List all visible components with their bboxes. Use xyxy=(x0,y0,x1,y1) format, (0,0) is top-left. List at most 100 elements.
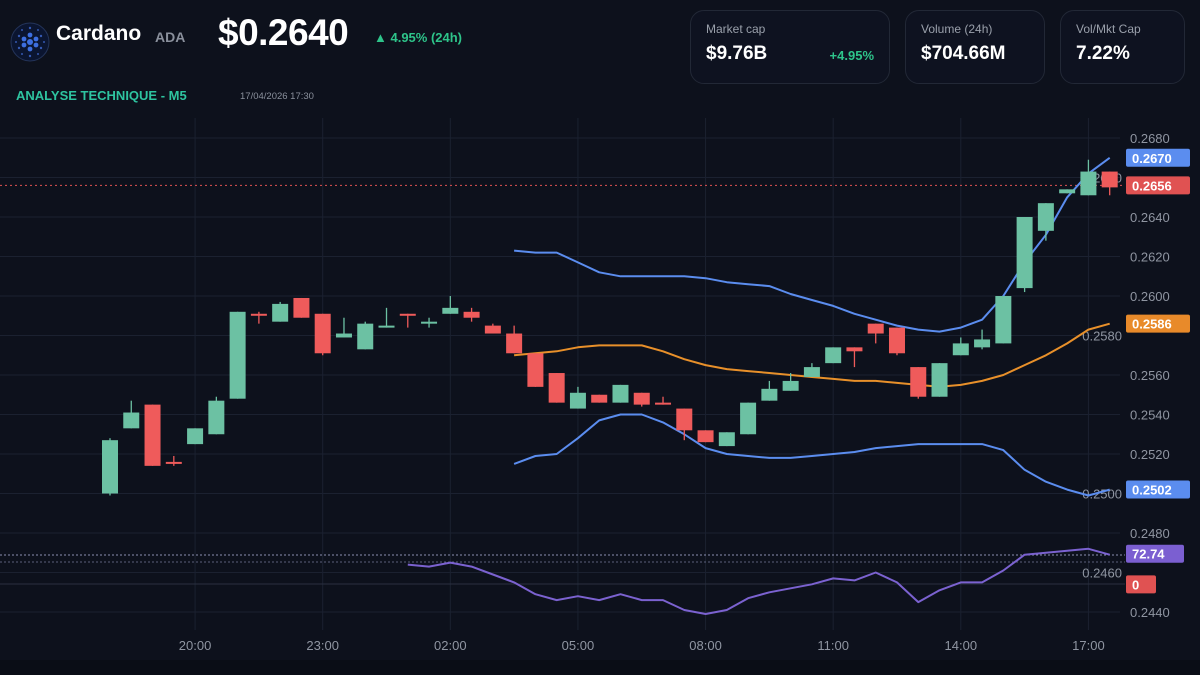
bollinger-upper-line xyxy=(514,156,1111,333)
price-tick-label: 0.2500 xyxy=(1082,487,1122,502)
price-tick-label: 0.2480 xyxy=(1130,526,1170,541)
candle-body xyxy=(357,323,374,350)
candle xyxy=(740,402,757,435)
price-tag-label: 0.2670 xyxy=(1132,151,1172,166)
candle-body xyxy=(187,428,204,445)
candle xyxy=(1101,171,1118,196)
candle-body xyxy=(740,402,757,435)
market-cap-card: Market cap $9.76B +4.95% xyxy=(690,10,890,84)
candle-body xyxy=(272,303,289,322)
candle xyxy=(548,373,565,403)
price-tick-label: 0.2460 xyxy=(1082,566,1122,581)
oscillator-line xyxy=(407,547,1110,615)
candle-body xyxy=(548,373,565,403)
analysis-title: ANALYSE TECHNIQUE - M5 xyxy=(16,88,187,103)
candle-body xyxy=(1080,171,1097,196)
candle-body xyxy=(208,400,225,435)
candle-body xyxy=(867,323,884,334)
candle xyxy=(123,400,140,429)
candle-body xyxy=(931,363,948,397)
vol-mkt-cap-value: 7.22% xyxy=(1076,43,1130,64)
price-change-24h: ▲ 4.95% (24h) xyxy=(374,30,463,45)
candle xyxy=(527,353,544,387)
candle-body xyxy=(123,412,140,429)
price-tick-label: 0.2680 xyxy=(1130,131,1170,146)
time-axis: 20:00 23:00 02:00 05:00 08:00 11:00 14:00 17:00 xyxy=(179,638,1105,653)
candle-body xyxy=(335,333,352,338)
candle-body xyxy=(102,440,118,494)
candle xyxy=(782,373,799,391)
price-tick-label: 0.2540 xyxy=(1130,408,1170,423)
coin-name: Cardano xyxy=(56,22,142,45)
candle xyxy=(463,307,480,322)
price-tag-bg xyxy=(1126,480,1190,499)
candle xyxy=(1037,203,1054,241)
volume-value: $704.66M xyxy=(921,43,1006,64)
candle xyxy=(803,363,820,377)
bottom-strip xyxy=(0,660,1200,675)
candle-body xyxy=(888,327,905,354)
candle xyxy=(421,317,438,328)
candle-body xyxy=(718,432,735,447)
candle-body xyxy=(1016,217,1033,289)
candle xyxy=(442,296,459,314)
candle xyxy=(314,313,331,356)
candle xyxy=(187,428,204,445)
candle xyxy=(293,297,310,318)
price-tag-label: 0.2656 xyxy=(1132,178,1172,193)
market-cap-change: +4.95% xyxy=(829,48,874,63)
volume-card: Volume (24h) $704.66M xyxy=(905,10,1045,84)
price-axis: 0.26800.26600.26400.26200.26000.25800.25… xyxy=(1082,131,1170,620)
candle-body xyxy=(697,430,714,443)
price-tag: 72.74 xyxy=(1126,544,1184,563)
candle-body xyxy=(591,394,608,403)
candle xyxy=(250,311,267,324)
candle-body xyxy=(910,367,927,397)
candle xyxy=(1016,217,1033,293)
candle-body xyxy=(846,347,863,352)
candle-body xyxy=(676,408,693,431)
volume-label: Volume (24h) xyxy=(921,22,993,36)
price-tick-label: 0.2640 xyxy=(1130,210,1170,225)
candle-body xyxy=(165,461,182,464)
candle-body xyxy=(1101,171,1118,188)
candle-body xyxy=(463,311,480,318)
bollinger-middle-line xyxy=(514,322,1110,388)
candle xyxy=(633,392,650,407)
price-tag-bg xyxy=(1126,575,1156,594)
price-tag-bg xyxy=(1126,314,1190,333)
vol-mkt-cap-card: Vol/Mkt Cap 7.22% xyxy=(1060,10,1185,84)
candle-body xyxy=(314,313,331,354)
time-tick-label: 08:00 xyxy=(689,638,722,653)
coin-symbol: ADA xyxy=(155,29,186,45)
candle-body xyxy=(782,380,799,391)
candle xyxy=(357,321,374,350)
candle xyxy=(1080,159,1097,196)
candle xyxy=(378,307,395,328)
candle-body xyxy=(825,347,842,364)
candle xyxy=(697,430,714,443)
grid xyxy=(0,118,1120,630)
price-tag-bg xyxy=(1126,148,1190,167)
candle xyxy=(612,384,629,403)
price-tag-label: 0.2502 xyxy=(1132,483,1172,498)
price-tick-label: 0.2580 xyxy=(1082,329,1122,344)
candle-body xyxy=(974,339,991,348)
price-tick-label: 0.2600 xyxy=(1130,289,1170,304)
price-tag-label: 72.74 xyxy=(1132,547,1165,562)
price-tag: 0.2502 xyxy=(1126,480,1190,499)
candle xyxy=(974,329,991,350)
candle-body xyxy=(421,321,438,324)
indicator-lines xyxy=(0,156,1125,615)
price-tag-label: 0.2586 xyxy=(1132,317,1172,332)
candle xyxy=(931,363,948,397)
time-tick-label: 23:00 xyxy=(306,638,339,653)
price-tick-label: 0.2560 xyxy=(1130,368,1170,383)
candle xyxy=(952,337,969,356)
candle-body xyxy=(484,325,501,334)
candle-body xyxy=(995,296,1012,344)
price-tags: 0.2670 0.2656 0.2586 0.2502 72.74 0 xyxy=(1126,148,1190,594)
candle-body xyxy=(1037,203,1054,231)
price-tag: 0.2656 xyxy=(1126,176,1190,195)
